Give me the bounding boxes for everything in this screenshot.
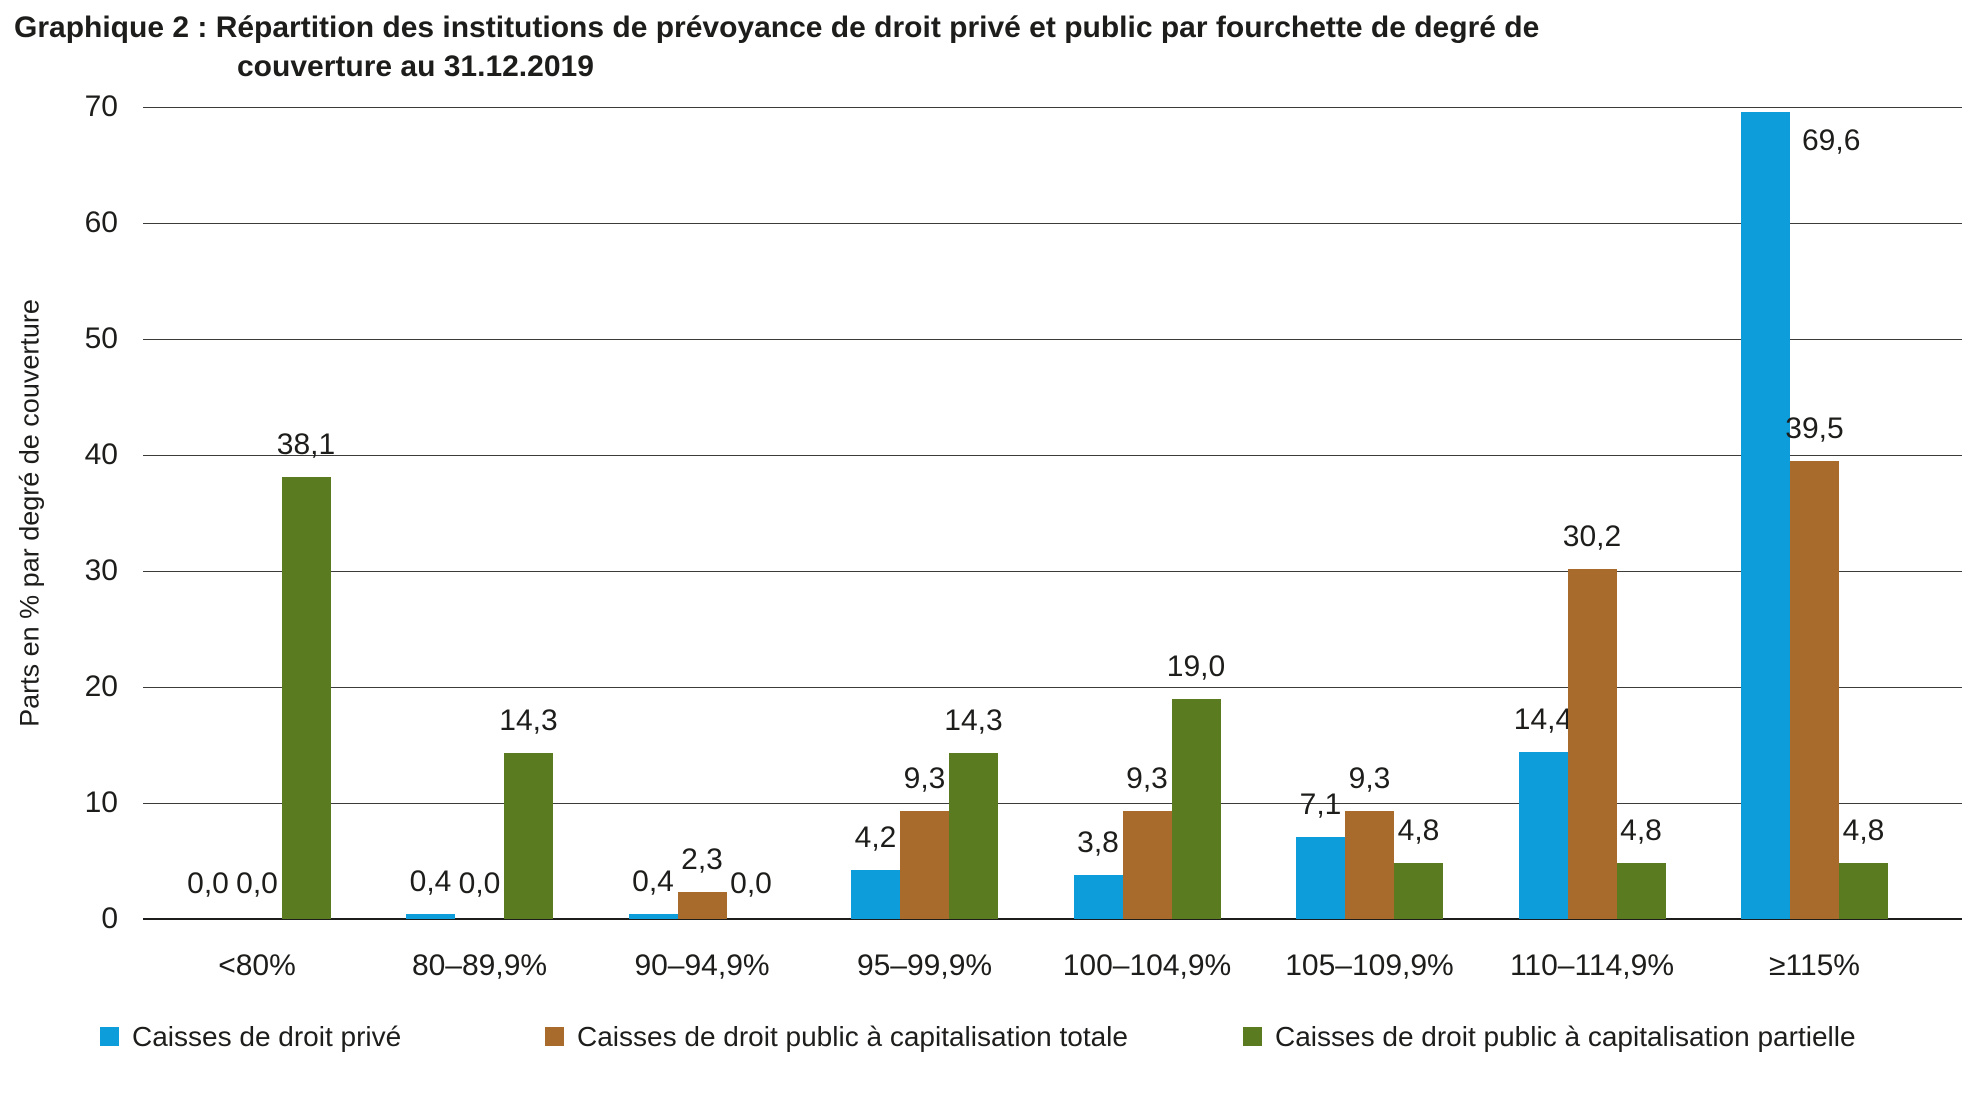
y-tick-label: 70 — [84, 90, 118, 123]
x-category-label: 90–94,9% — [634, 949, 770, 982]
x-category-label: 100–104,9% — [1062, 949, 1232, 982]
legend-swatch — [1243, 1027, 1262, 1046]
y-axis-title: Parts en % par degré de couverture — [14, 299, 45, 727]
value-label: 4,8 — [1842, 814, 1885, 848]
x-category-label: 110–114,9% — [1509, 949, 1675, 982]
bar — [406, 914, 455, 919]
gridline — [143, 571, 1962, 572]
bar — [1122, 811, 1172, 919]
bar — [628, 914, 678, 919]
legend-swatch — [100, 1027, 119, 1046]
value-label: 3,8 — [1077, 825, 1119, 859]
legend-label: Caisses de droit public à capitalisation… — [1275, 1021, 1856, 1052]
bar — [900, 811, 949, 919]
x-axis-line — [143, 918, 1962, 920]
value-label: 14,4 — [1513, 702, 1573, 736]
bar — [851, 870, 900, 919]
value-label: 2,3 — [681, 843, 723, 877]
bar — [1171, 698, 1221, 919]
bar — [677, 892, 727, 919]
y-tick-label: 10 — [84, 786, 118, 819]
bar — [1296, 836, 1345, 919]
value-label: 9,3 — [903, 762, 946, 796]
y-tick-label: 40 — [84, 438, 118, 471]
value-label: 14,3 — [944, 704, 1003, 738]
y-tick-label: 60 — [84, 206, 118, 239]
legend-label: Caisses de droit privé — [132, 1021, 402, 1052]
y-tick-label: 20 — [84, 670, 118, 703]
value-label: 4,8 — [1397, 814, 1440, 848]
legend-swatch — [545, 1027, 564, 1046]
bar — [1567, 568, 1617, 919]
gridline — [143, 223, 1962, 224]
value-label: 0,0 — [458, 867, 501, 900]
bar — [1616, 863, 1666, 919]
value-label: 38,1 — [276, 428, 336, 462]
chart-title-line2: couverture au 31.12.2019 — [237, 50, 594, 83]
bar — [1394, 863, 1443, 919]
value-label: 19,0 — [1166, 649, 1226, 683]
bar — [281, 477, 331, 919]
value-label: 9,3 — [1348, 762, 1391, 796]
plot-area: 0,0 0,0 38,1 0,4 0,0 14,3 0,4 2,3 0,0 4,2 9,3 14,3 3… — [143, 107, 1962, 920]
legend-item: Caisses de droit public à capitalisation… — [1243, 1020, 1856, 1054]
gridline — [143, 339, 1962, 340]
value-label: 0,4 — [409, 865, 452, 899]
value-label: 30,2 — [1562, 519, 1622, 553]
gridline — [143, 455, 1962, 456]
x-category-label: ≥115% — [1769, 949, 1860, 982]
gridline — [143, 107, 1962, 108]
chart-title-line1: Graphique 2 : Répartition des institutio… — [14, 11, 1540, 44]
bar — [949, 753, 998, 919]
legend-item: Caisses de droit privé — [100, 1020, 401, 1054]
value-label: 4,2 — [854, 821, 897, 855]
y-tick-label: 50 — [84, 322, 118, 355]
value-label: 0,4 — [632, 865, 674, 899]
value-label: 39,5 — [1785, 411, 1844, 445]
legend-label: Caisses de droit public à capitalisation… — [577, 1021, 1128, 1052]
value-label: 0,0 — [187, 867, 229, 900]
bar — [1345, 811, 1394, 919]
value-label: 9,3 — [1126, 762, 1168, 796]
y-tick-label: 0 — [101, 902, 118, 935]
legend-item: Caisses de droit public à capitalisation… — [545, 1020, 1128, 1054]
y-tick-label: 30 — [84, 554, 118, 587]
value-label: 14,3 — [499, 704, 558, 738]
bar — [504, 753, 553, 919]
x-category-label: 80–89,9% — [411, 949, 548, 982]
value-label: 0,0 — [236, 867, 278, 900]
bar — [1839, 863, 1888, 919]
x-category-label: 95–99,9% — [856, 949, 993, 982]
value-label: 0,0 — [730, 867, 772, 900]
gridline — [143, 687, 1962, 688]
value-label: 69,6 — [1802, 123, 1861, 157]
gridline — [143, 803, 1962, 804]
bar — [1518, 751, 1568, 919]
chart-title: Graphique 2 : Répartition des institutio… — [14, 8, 1539, 86]
bar — [1790, 460, 1839, 919]
x-category-label: <80% — [218, 949, 296, 982]
x-category-label: 105–109,9% — [1285, 949, 1454, 982]
value-label: 7,1 — [1299, 787, 1342, 821]
bar — [1073, 874, 1123, 919]
bar — [1741, 111, 1790, 919]
value-label: 4,8 — [1620, 814, 1662, 848]
